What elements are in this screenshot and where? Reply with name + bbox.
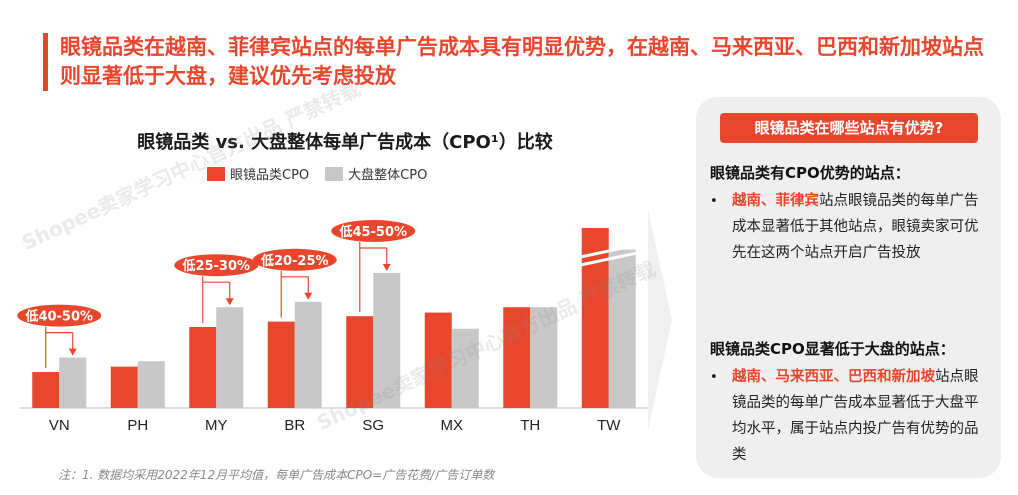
bar-br-s0 bbox=[267, 321, 295, 408]
bar-tw-s0 bbox=[581, 228, 609, 408]
annotation-arrowhead-my bbox=[225, 298, 234, 306]
legend-swatch-glasses bbox=[207, 166, 225, 181]
bar-my-s1 bbox=[216, 307, 244, 408]
section1-bullet: • bbox=[710, 194, 718, 209]
x-tick-my: MY bbox=[205, 417, 228, 434]
bar-vn-s0 bbox=[32, 372, 60, 408]
page-headline: 眼镜品类在越南、菲律宾站点的每单广告成本具有明显优势，在越南、马来西亚、巴西和新… bbox=[60, 35, 984, 88]
annotation-arrowhead-vn bbox=[68, 348, 77, 356]
section2-text: 站点眼镜品类的每单广告成本显著低于大盘平均水平，属于站点内投广告有优势的品类 bbox=[732, 369, 979, 463]
x-tick-vn: VN bbox=[49, 417, 70, 434]
bar-th-s1 bbox=[530, 307, 558, 408]
section1-title: 眼镜品类有CPO优势的站点： bbox=[710, 164, 910, 182]
section2-bullet: • bbox=[710, 370, 718, 385]
side-panel bbox=[696, 97, 1001, 478]
legend-item-glasses: 眼镜品类CPO bbox=[207, 164, 309, 183]
legend-label-glasses: 眼镜品类CPO bbox=[230, 168, 310, 183]
legend-label-overall: 大盘整体CPO bbox=[348, 168, 428, 183]
axis-break-mark-1 bbox=[575, 250, 643, 268]
section1-text: 站点眼镜品类的每单广告成本显著低于其他站点，眼镜卖家可优先在这两个站点开启广告投… bbox=[732, 193, 979, 261]
axis-break-mark-0 bbox=[575, 242, 643, 260]
bar-th-s0 bbox=[503, 307, 531, 408]
section1-highlight: 越南、菲律宾 bbox=[732, 193, 819, 209]
headline-accent-bar bbox=[43, 33, 48, 91]
x-tick-br: BR bbox=[284, 417, 305, 434]
annotation-bubble-br bbox=[252, 248, 337, 271]
x-tick-th: TH bbox=[520, 417, 540, 434]
bar-my-s0 bbox=[189, 327, 217, 408]
annotation-bubble-my bbox=[174, 254, 259, 277]
x-tick-sg: SG bbox=[362, 417, 384, 434]
bar-mx-s1 bbox=[451, 328, 479, 408]
section1-body: 越南、菲律宾站点眼镜品类的每单广告成本显著低于其他站点，眼镜卖家可优先在这两个站… bbox=[732, 188, 987, 266]
chart-title: 眼镜品类 vs. 大盘整体每单广告成本（CPO¹）比较 bbox=[137, 132, 553, 153]
x-tick-ph: PH bbox=[127, 417, 148, 434]
section2-highlight: 越南、马来西亚、巴西和新加坡 bbox=[732, 369, 935, 385]
bar-ph-s1 bbox=[137, 361, 165, 408]
annotation-arrowhead-br bbox=[304, 292, 313, 300]
bar-tw-s1 bbox=[608, 249, 636, 408]
bar-vn-s1 bbox=[59, 357, 87, 408]
annotation-label-my: 低25-30% bbox=[181, 258, 250, 274]
section2-title: 眼镜品类CPO显著低于大盘的站点： bbox=[710, 340, 955, 358]
bar-ph-s0 bbox=[110, 366, 138, 408]
panel-header: 眼镜品类在哪些站点有优势? bbox=[720, 113, 978, 143]
annotation-label-sg: 低45-50% bbox=[338, 224, 407, 240]
footnote: 注：1. 数据均采用2022年12月平均值，每单广告成本CPO=广告花费/广告订… bbox=[58, 468, 495, 482]
bar-chart: VN PH MY BR SG MX TH TW 低40-50% 低25-30% 低20-25% 低45… bbox=[17, 220, 648, 434]
bar-sg-s1 bbox=[373, 273, 401, 408]
annotation-bubble-sg bbox=[331, 220, 416, 242]
bar-mx-s0 bbox=[424, 312, 452, 408]
legend-swatch-overall bbox=[325, 166, 344, 181]
section2-body: 越南、马来西亚、巴西和新加坡站点眼镜品类的每单广告成本显著低于大盘平均水平，属于… bbox=[732, 364, 987, 468]
legend-item-overall: 大盘整体CPO bbox=[325, 164, 427, 183]
annotation-bubble-vn bbox=[17, 304, 102, 327]
x-tick-tw: TW bbox=[597, 417, 621, 434]
panel-arrow bbox=[648, 210, 672, 430]
annotation-arrowhead-sg bbox=[382, 264, 391, 271]
chart-legend: 眼镜品类CPO 大盘整体CPO bbox=[207, 164, 427, 183]
bar-sg-s0 bbox=[346, 316, 374, 408]
x-tick-mx: MX bbox=[441, 417, 464, 434]
bar-br-s1 bbox=[294, 301, 322, 408]
annotation-label-vn: 低40-50% bbox=[24, 309, 93, 325]
annotation-label-br: 低20-25% bbox=[260, 253, 329, 269]
